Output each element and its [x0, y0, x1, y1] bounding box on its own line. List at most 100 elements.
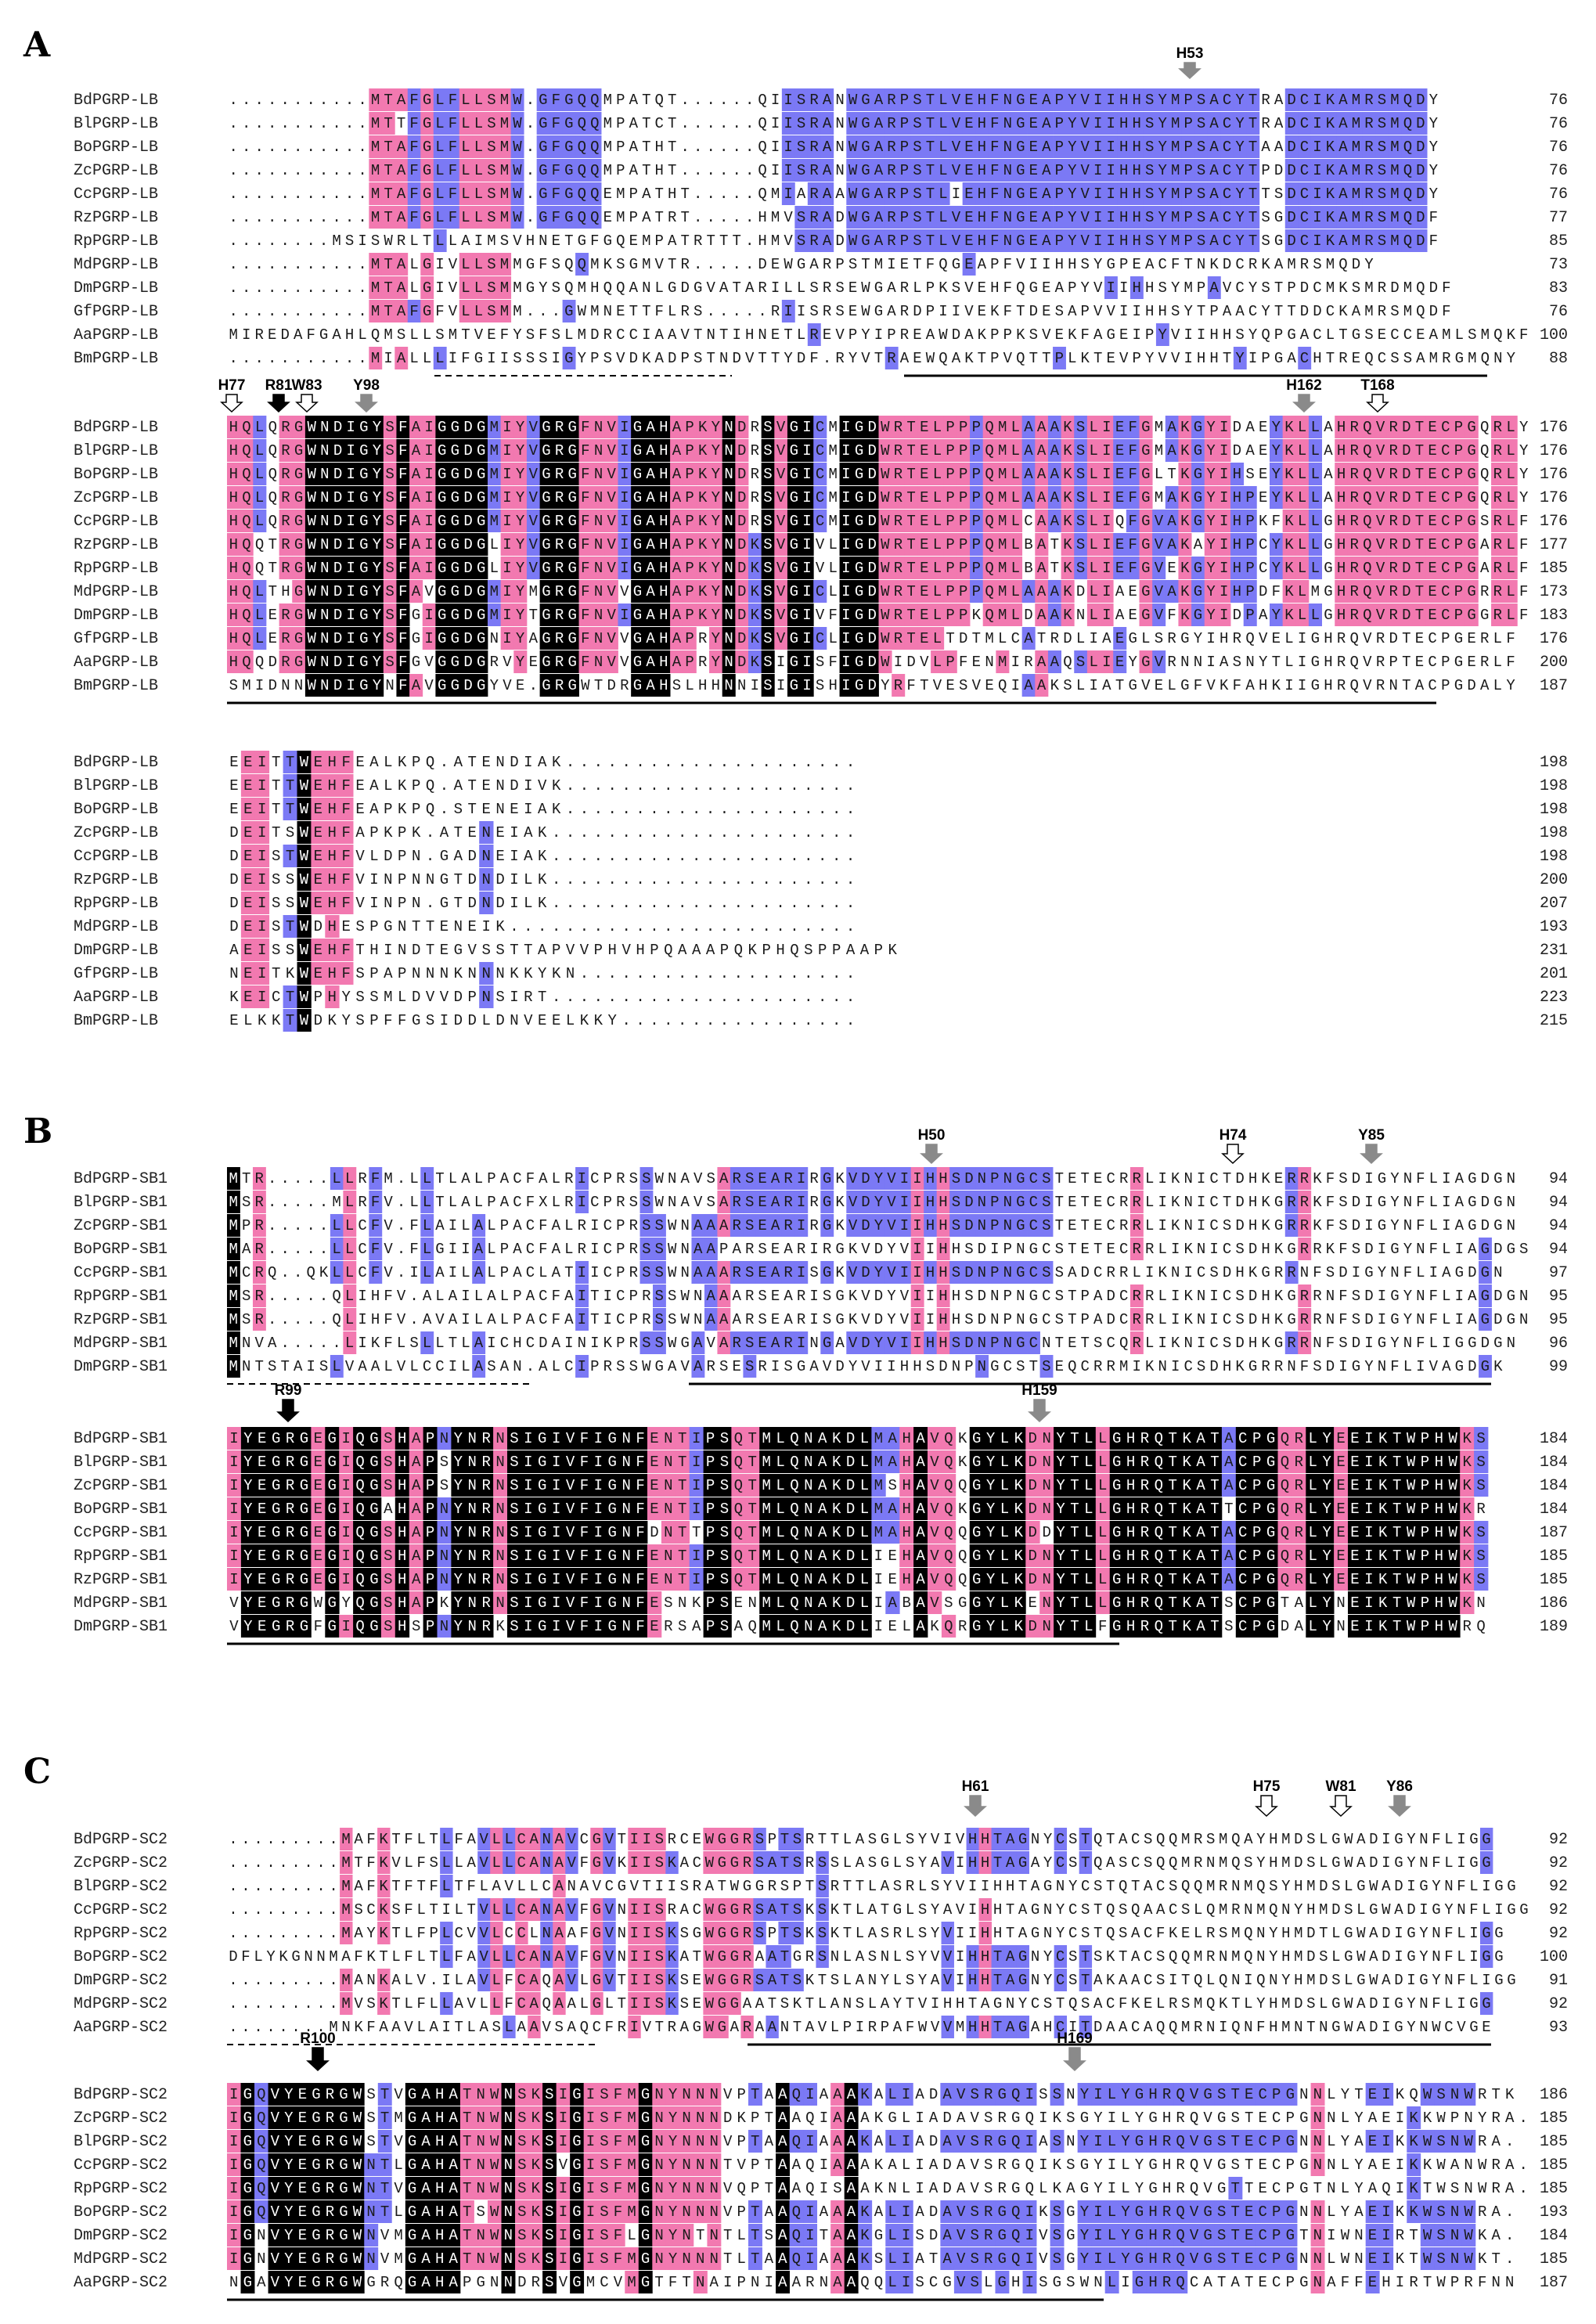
- residue: Q: [758, 115, 766, 132]
- residue: T: [1197, 303, 1205, 320]
- residue: G: [359, 607, 368, 624]
- residue-shade: [536, 112, 550, 135]
- residue: .: [294, 1264, 302, 1281]
- residue: R: [578, 1217, 586, 1234]
- residue: P: [762, 942, 770, 959]
- residue: L: [1298, 419, 1306, 436]
- residue: .: [719, 162, 728, 179]
- residue: K: [1284, 607, 1294, 624]
- residue: R: [1337, 654, 1346, 671]
- residue: Q: [985, 513, 993, 530]
- residue: G: [294, 583, 303, 600]
- residue: S: [495, 942, 504, 959]
- sequence-end-number: 76: [1549, 186, 1568, 204]
- residue: S: [1352, 279, 1360, 297]
- residue: .: [681, 92, 690, 109]
- residue: A: [719, 279, 729, 297]
- residue: .: [608, 848, 617, 865]
- residue: V: [816, 560, 825, 577]
- residue: E: [243, 801, 252, 818]
- residue: M: [590, 303, 599, 320]
- residue: V: [861, 1241, 870, 1258]
- residue: P: [720, 942, 729, 959]
- residue: M: [1352, 186, 1360, 203]
- residue: .: [706, 115, 715, 132]
- residue: C: [242, 1264, 250, 1281]
- residue: D: [1287, 232, 1295, 250]
- panel-letter-c: C: [23, 1752, 51, 1792]
- residue: A: [1209, 139, 1219, 156]
- residue: I: [939, 303, 947, 320]
- residue: R: [784, 1194, 792, 1211]
- residue: G: [633, 536, 642, 553]
- residue: N: [835, 162, 844, 179]
- residue: R: [887, 209, 895, 226]
- residue: R: [1364, 232, 1373, 250]
- residue: S: [454, 801, 463, 818]
- residue: R: [1300, 1241, 1309, 1258]
- residue: A: [1274, 139, 1284, 156]
- residue: G: [633, 677, 642, 694]
- residue: A: [412, 513, 421, 530]
- residue: N: [320, 607, 329, 624]
- residue: T: [384, 209, 392, 226]
- residue: G: [564, 162, 573, 179]
- residue: S: [385, 419, 394, 436]
- residue: .: [529, 677, 538, 694]
- residue: L: [1298, 536, 1306, 553]
- residue: Y: [1235, 209, 1245, 226]
- residue: A: [412, 442, 421, 459]
- residue: Q: [242, 583, 250, 600]
- residue: W: [308, 466, 317, 483]
- residue: K: [698, 583, 708, 600]
- residue: P: [832, 942, 841, 959]
- residue: C: [1428, 677, 1436, 694]
- residue: R: [732, 1170, 740, 1187]
- residue: V: [1155, 654, 1164, 671]
- residue-shade: [1053, 112, 1066, 135]
- residue: R: [1167, 654, 1176, 671]
- residue: N: [320, 419, 329, 436]
- residue: M: [998, 607, 1007, 624]
- residue: M: [771, 209, 780, 226]
- residue: I: [620, 560, 629, 577]
- residue: P: [848, 326, 857, 344]
- residue: .: [345, 303, 354, 320]
- residue: C: [1300, 186, 1309, 203]
- residue: K: [698, 513, 708, 530]
- residue-shade: [949, 88, 964, 111]
- sequence-end-number: 200: [1540, 871, 1568, 889]
- residue: D: [1235, 1194, 1244, 1211]
- residue-shade: [962, 135, 976, 158]
- residue: K: [1326, 209, 1335, 226]
- residue: .: [268, 256, 276, 273]
- residue: L: [461, 186, 470, 203]
- residue: G: [1128, 630, 1137, 647]
- residue: W: [881, 536, 890, 553]
- residue: G: [359, 654, 368, 671]
- residue: G: [539, 115, 547, 132]
- sequence-name: BlPGRP-LB: [74, 115, 158, 133]
- residue: H: [745, 326, 754, 344]
- residue: F: [581, 513, 589, 530]
- residue: M: [490, 442, 499, 459]
- residue: A: [1209, 232, 1219, 250]
- residue-shade: [1246, 88, 1260, 111]
- residue: S: [229, 677, 238, 694]
- residue: D: [1029, 303, 1038, 320]
- residue: G: [1507, 1241, 1515, 1258]
- residue: C: [1428, 630, 1436, 647]
- residue: A: [412, 466, 421, 483]
- residue: .: [621, 824, 630, 841]
- residue: L: [474, 1194, 483, 1211]
- residue: A: [672, 442, 682, 459]
- residue: .: [650, 801, 658, 818]
- residue: S: [1378, 209, 1386, 226]
- sequence-name: RpPGRP-LB: [74, 895, 158, 913]
- residue: G: [438, 607, 446, 624]
- residue: K: [538, 895, 547, 912]
- residue: G: [1468, 1194, 1476, 1211]
- residue: .: [242, 209, 250, 226]
- residue: L: [1011, 583, 1020, 600]
- residue: P: [959, 536, 967, 553]
